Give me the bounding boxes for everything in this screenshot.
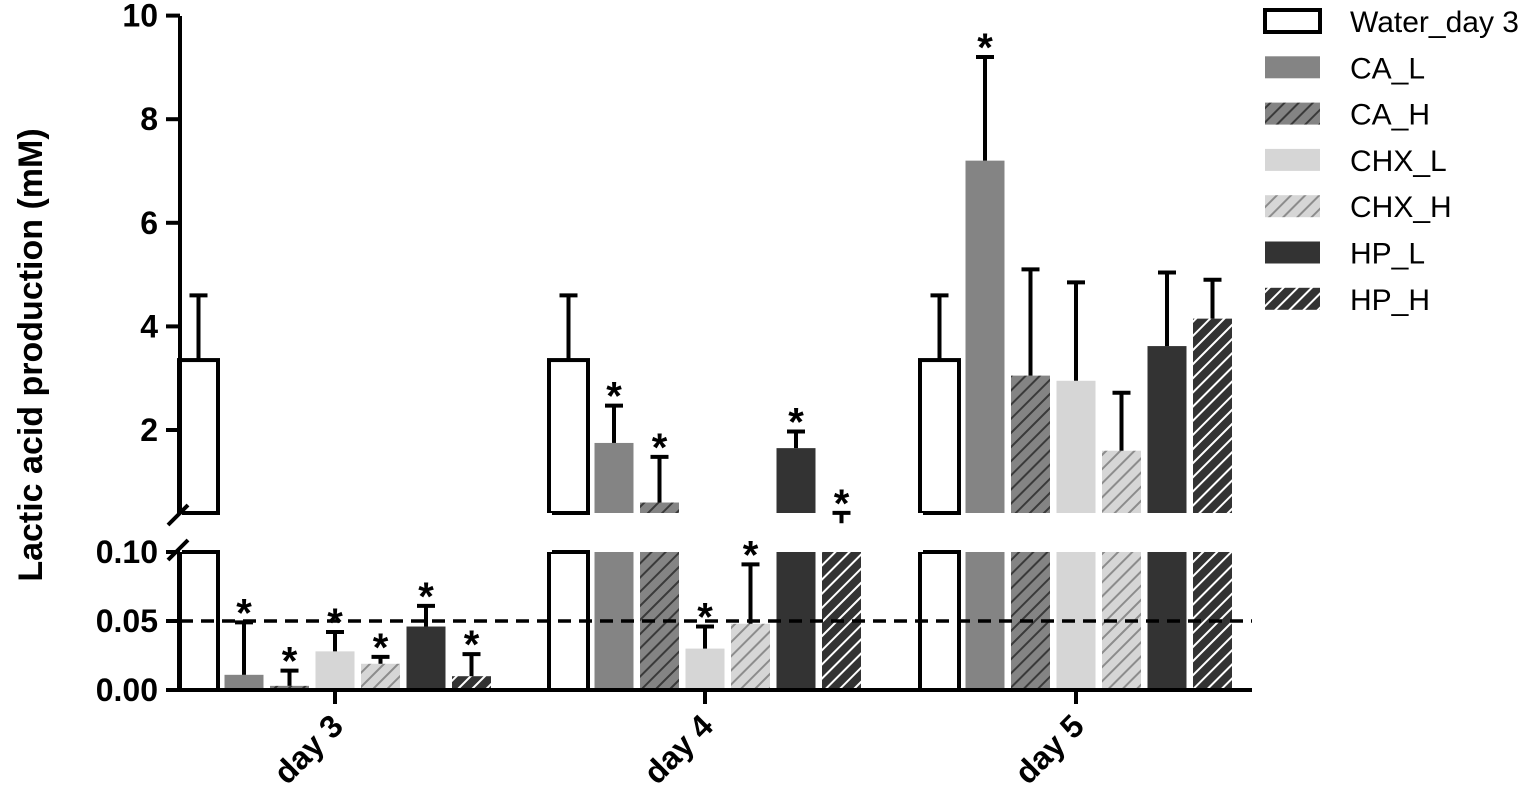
error-bar	[189, 293, 208, 361]
bar-chx-h-day-4	[731, 623, 770, 690]
legend-label: CHX_L	[1350, 145, 1447, 178]
error-bar	[832, 510, 851, 524]
significance-star: *	[834, 482, 850, 526]
error-bar	[1021, 267, 1040, 376]
bar-chx-h-day-5	[1102, 450, 1141, 690]
significance-star: *	[697, 596, 713, 640]
significance-star: *	[652, 426, 668, 470]
significance-star: *	[236, 591, 252, 635]
legend-item: CHX_H	[1265, 191, 1452, 224]
legend-swatch	[1265, 148, 1320, 171]
legend-item: HP_L	[1265, 238, 1425, 271]
error-bar	[371, 654, 390, 664]
legend-swatch	[1263, 8, 1322, 34]
bar-hp-l-day-5	[1147, 346, 1187, 690]
y-axis-label: Lactic acid production (mM)	[12, 128, 50, 581]
legend-label: HP_L	[1350, 238, 1425, 271]
x-tick-label: day 4	[637, 707, 720, 790]
bar-ca-l-day-3	[224, 674, 264, 690]
legend-swatch	[1265, 195, 1320, 218]
legend-item: Water_day 3	[1263, 6, 1519, 39]
axis-break-mark	[166, 503, 190, 527]
bar-chx-l-day-4	[685, 648, 725, 690]
error-bar	[976, 55, 994, 161]
error-bar	[417, 603, 435, 627]
y-tick-label: 6	[140, 205, 158, 241]
error-bar	[1067, 280, 1085, 381]
significance-star: *	[418, 575, 434, 619]
error-bar	[605, 403, 623, 443]
significance-star: *	[606, 375, 622, 419]
x-axis: day 3 day 4 day 5	[180, 688, 1252, 791]
y-tick-label: 4	[140, 308, 158, 344]
error-bar	[280, 668, 299, 686]
legend-label: Water_day 3	[1350, 6, 1519, 39]
x-tick-label: day 5	[1008, 707, 1091, 790]
y-tick-label: 0.10	[96, 534, 158, 570]
legend-item: CHX_L	[1265, 145, 1447, 178]
x-tick-label: day 3	[267, 707, 350, 790]
significance-star: *	[282, 640, 298, 684]
significance-markers-layer: * * * * * * * * * * * * *	[236, 26, 993, 684]
error-bar	[1203, 277, 1222, 319]
bar-water-day-3-day-3	[176, 358, 221, 692]
bar-ca-l-day-4	[594, 442, 634, 690]
bar-hp-h-day-3	[452, 676, 491, 690]
bar-hp-h-day-5	[1193, 318, 1232, 690]
error-bar	[930, 293, 949, 361]
bar-ca-l-day-5	[965, 160, 1005, 690]
error-bar	[741, 562, 760, 624]
bar-hp-l-day-4	[776, 448, 816, 690]
y-tick-label: 8	[140, 101, 158, 137]
legend: Water_day 3 CA_L CA_H CHX_L CHX_H HP_L HP_H	[1263, 6, 1519, 317]
error-bar	[650, 454, 669, 503]
legend-swatch	[1265, 287, 1320, 310]
y-tick-label: 10	[122, 0, 158, 34]
legend-item: CA_L	[1265, 52, 1425, 85]
significance-star: *	[977, 26, 993, 70]
bar-chx-l-day-5	[1056, 380, 1096, 690]
y-tick-label: 0.00	[96, 672, 158, 708]
error-bar	[462, 652, 481, 677]
legend-label: CA_H	[1350, 99, 1430, 132]
legend-label: CHX_H	[1350, 191, 1452, 224]
bar-ca-h-day-3	[270, 685, 309, 690]
significance-star: *	[464, 623, 480, 667]
error-bar	[1158, 270, 1176, 347]
error-bar	[559, 293, 578, 361]
bar-chx-l-day-3	[315, 651, 355, 690]
significance-star: *	[743, 533, 759, 577]
legend-label: HP_H	[1350, 284, 1430, 317]
error-bar	[696, 624, 714, 649]
legend-item: CA_H	[1265, 99, 1430, 132]
y-axis: 2 4 6 8 10 0.00 0.05 0.10	[96, 0, 190, 708]
significance-star: *	[373, 626, 389, 670]
significance-star: *	[788, 401, 804, 445]
error-bars-layer	[189, 55, 1222, 686]
legend-label: CA_L	[1350, 52, 1425, 85]
bar-ca-h-day-5	[1011, 375, 1050, 690]
legend-swatch	[1265, 102, 1320, 125]
error-bar	[787, 429, 805, 449]
y-tick-label: 2	[140, 412, 158, 448]
bar-water-day-3-day-4	[546, 358, 591, 692]
bar-chx-h-day-3	[361, 663, 400, 690]
bar-water-day-3-day-5	[917, 358, 962, 692]
y-tick-label: 0.05	[96, 603, 158, 639]
legend-swatch	[1265, 241, 1320, 264]
error-bar	[326, 630, 344, 652]
bar-ca-h-day-4	[640, 502, 679, 690]
legend-swatch	[1265, 56, 1320, 79]
legend-item: HP_H	[1265, 284, 1430, 317]
error-bar	[1112, 390, 1131, 451]
bar-hp-l-day-3	[406, 626, 446, 690]
significance-star: *	[327, 601, 343, 645]
